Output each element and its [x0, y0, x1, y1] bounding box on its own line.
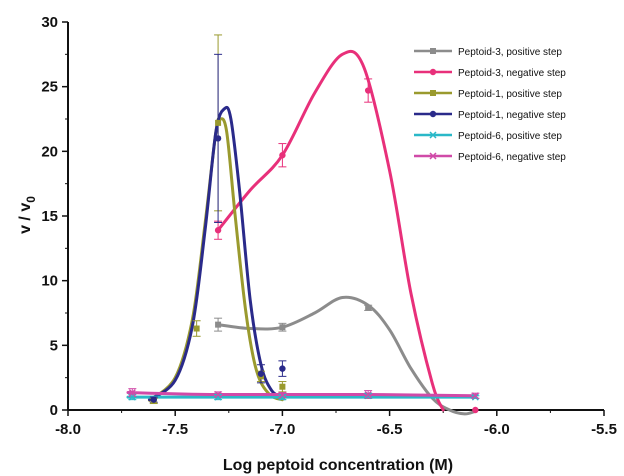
x-tick-label: -6.5 [377, 421, 403, 438]
legend-item-5: Peptoid-6, positive step [414, 131, 562, 142]
legend: Peptoid-3, positive step Peptoid-3, negat… [414, 47, 566, 163]
data-point-series-4 [257, 370, 265, 377]
data-point-series-2 [279, 152, 286, 159]
y-axis-title-main: v / v [17, 203, 34, 234]
y-tick-label: 20 [41, 143, 58, 160]
x-tick-label: -5.5 [591, 421, 617, 438]
marker-stroke [471, 393, 479, 401]
legend-label: Peptoid-6, negative step [458, 152, 566, 163]
legend-item-6: Peptoid-6, negative step [414, 152, 566, 163]
data-point-series-6 [278, 391, 286, 399]
y-tick-label: 25 [41, 79, 58, 96]
legend-item-3: Peptoid-1, positive step [414, 89, 562, 100]
data-point-series-2 [364, 87, 372, 94]
marker-stroke [471, 392, 479, 400]
y-axis-title-subscript: 0 [24, 196, 38, 203]
data-point-series-3 [215, 119, 222, 126]
y-tick-label: 30 [41, 14, 58, 31]
legend-item-1: Peptoid-3, positive step [414, 47, 562, 58]
data-point-series-5 [471, 393, 479, 401]
data-point-series-4 [279, 365, 286, 372]
series-curves [126, 49, 477, 416]
data-point-series-3 [279, 383, 286, 390]
axes [62, 21, 605, 416]
x-tick-label: -7.5 [162, 421, 188, 438]
data-point-series-6 [128, 389, 136, 397]
x-tick-label: -7.0 [269, 421, 295, 438]
legend-item-4: Peptoid-1, negative step [414, 110, 566, 121]
x-tick-label: -8.0 [55, 421, 81, 438]
marker-stroke [214, 393, 222, 401]
data-point-series-1 [215, 321, 222, 328]
legend-label: Peptoid-1, negative step [458, 110, 566, 121]
series-line-2 [216, 49, 445, 412]
marker-stroke [364, 392, 372, 400]
legend-label: Peptoid-3, negative step [458, 68, 566, 79]
data-point-series-6 [214, 390, 222, 399]
x-tick-label: -6.0 [484, 421, 510, 438]
data-point-series-5 [214, 393, 222, 401]
data-point-series-5 [278, 393, 286, 401]
legend-swatch-marker [430, 90, 436, 96]
legend-swatch-marker [429, 152, 437, 160]
legend-item-2: Peptoid-3, negative step [414, 68, 566, 79]
series-line-6 [126, 391, 477, 398]
y-axis-title: v / v0 [17, 196, 38, 234]
data-point-series-4 [150, 396, 157, 403]
y-tick-label: 15 [41, 208, 58, 225]
legend-swatch-marker [430, 48, 436, 54]
data-point-series-1 [279, 324, 286, 331]
legend-label: Peptoid-3, positive step [458, 47, 562, 58]
y-tick-label: 10 [41, 273, 58, 290]
marker-stroke [429, 152, 437, 160]
legend-swatch-marker [429, 131, 437, 139]
data-points [128, 87, 479, 414]
marker-stroke [364, 390, 372, 399]
legend-label: Peptoid-1, positive step [458, 89, 562, 100]
data-point-series-6 [364, 390, 372, 399]
data-point-series-3 [193, 325, 200, 332]
x-axis-title: Log peptoid concentration (M) [223, 457, 453, 474]
data-point-series-6 [471, 392, 479, 400]
error-bars [128, 34, 480, 405]
data-point-series-2 [472, 406, 479, 414]
data-point-series-2 [214, 227, 222, 234]
series-line-3 [148, 117, 284, 402]
legend-label: Peptoid-6, positive step [458, 131, 562, 142]
series-line-4 [148, 105, 284, 402]
legend-swatch-marker [429, 68, 437, 76]
marker-stroke [429, 131, 437, 139]
data-point-series-4 [214, 135, 222, 142]
marker-stroke [278, 393, 286, 401]
y-tick-label: 5 [50, 337, 58, 354]
marker-stroke [278, 391, 286, 399]
legend-swatch-marker [429, 110, 437, 118]
marker-stroke [214, 390, 222, 399]
y-tick-label: 0 [50, 402, 58, 419]
data-point-series-1 [365, 304, 372, 311]
data-point-series-5 [364, 392, 372, 400]
marker-stroke [128, 389, 136, 397]
tick-labels: -8.0 -7.5 -7.0 -6.5 -6.0 -5.5 0 5 10 15 20 25 30 [41, 14, 617, 438]
